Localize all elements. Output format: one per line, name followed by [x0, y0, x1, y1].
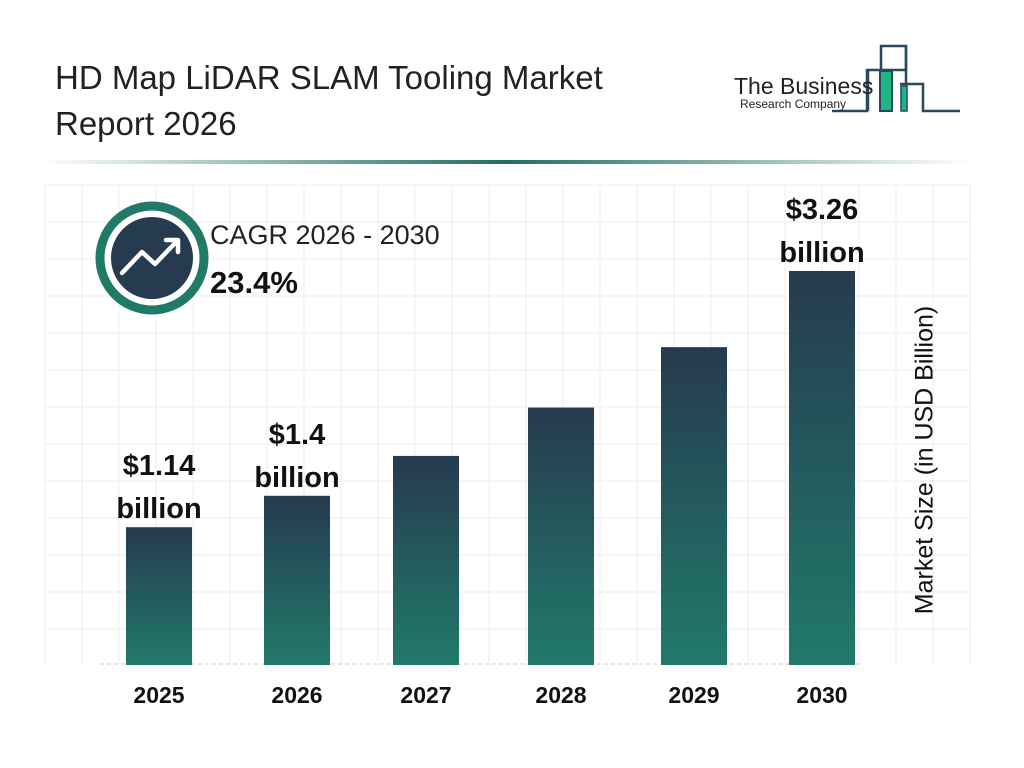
trend-up-icon: [119, 237, 181, 276]
data-label: $3.26: [786, 194, 859, 226]
x-tick-label: 2027: [400, 682, 451, 708]
y-axis-label: Market Size (in USD Billion): [910, 305, 939, 615]
data-label: billion: [254, 462, 339, 494]
bar-2030: [789, 271, 855, 665]
logo-subtext: Research Company: [740, 97, 847, 111]
x-tick-label: 2028: [535, 682, 586, 708]
logo: The Business Research Company: [720, 40, 970, 120]
x-tick-label: 2026: [271, 682, 322, 708]
bar-2028: [528, 407, 594, 665]
x-tick-label: 2030: [796, 682, 847, 708]
data-label: billion: [116, 493, 201, 525]
data-label: billion: [779, 237, 864, 269]
data-label: $1.14: [123, 450, 196, 482]
bar-2026: [264, 495, 330, 665]
page-title: HD Map LiDAR SLAM Tooling Market Report …: [55, 59, 603, 142]
x-tick-label: 2029: [668, 682, 719, 708]
cagr-label: CAGR 2026 - 2030: [210, 220, 440, 250]
bar-2027: [393, 455, 459, 665]
logo-buildings-icon: [832, 44, 960, 113]
logo-text: The Business: [734, 73, 874, 99]
data-label: $1.4: [269, 419, 325, 451]
x-tick-label: 2025: [133, 682, 184, 708]
bar-2029: [661, 347, 727, 665]
cagr-value: 23.4%: [210, 265, 298, 300]
bar-2025: [126, 527, 192, 665]
title-divider: [40, 160, 970, 164]
